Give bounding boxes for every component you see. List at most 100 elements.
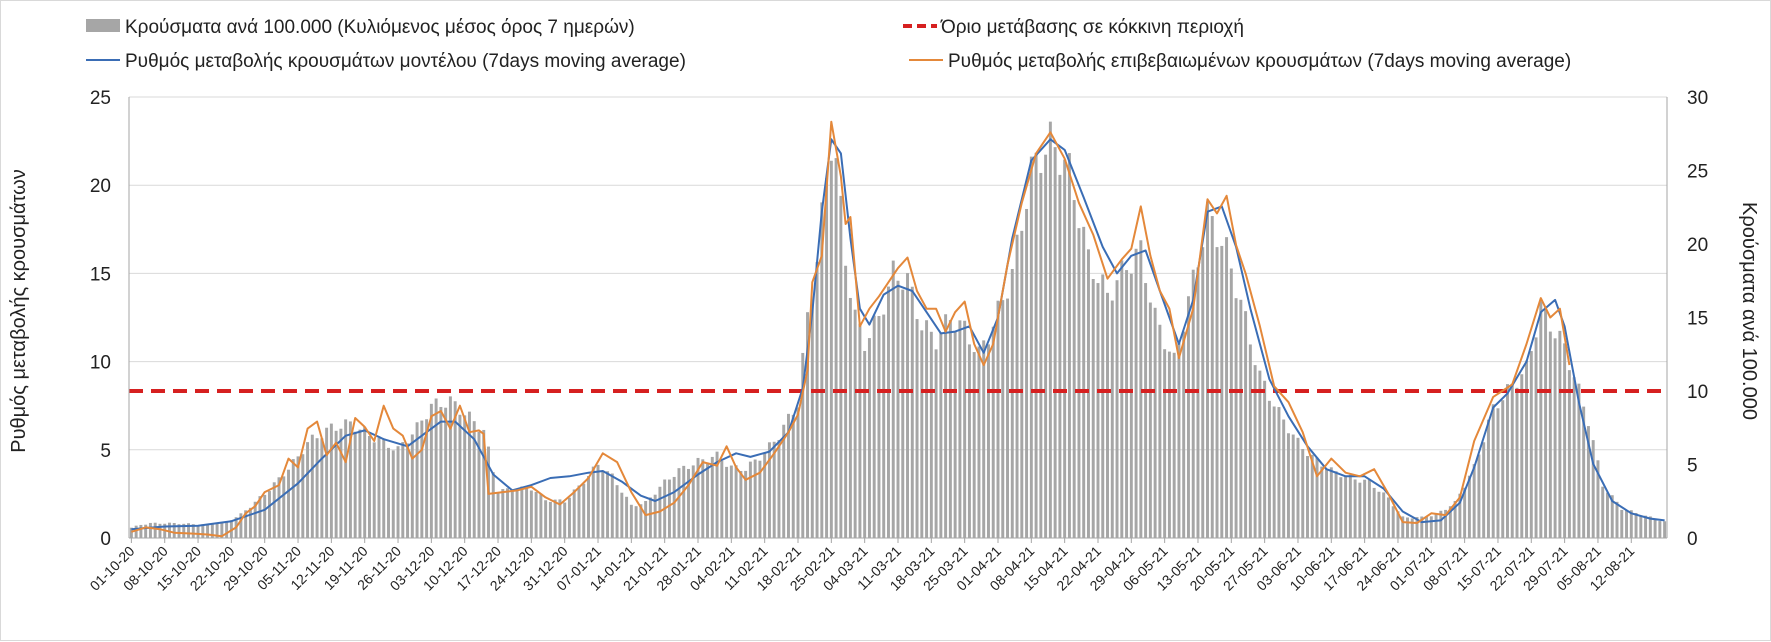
bar <box>1615 501 1619 538</box>
bar <box>982 340 986 538</box>
bar <box>491 472 495 538</box>
bar <box>1015 234 1019 538</box>
bar <box>472 421 476 538</box>
bar <box>167 522 171 538</box>
bar <box>867 338 871 538</box>
bar <box>653 494 657 538</box>
bar <box>939 332 943 538</box>
bar <box>244 510 248 538</box>
bar <box>548 501 552 538</box>
bar <box>796 407 800 538</box>
legend-confirmed-label: Ρυθμός μεταβολής επιβεβαιωμένων κρουσμάτ… <box>948 51 1571 72</box>
bar <box>567 497 571 538</box>
bar <box>258 496 262 538</box>
bar <box>734 465 738 538</box>
bar <box>1658 521 1662 538</box>
bar <box>1567 370 1571 538</box>
bar <box>344 419 348 538</box>
bar <box>215 523 219 538</box>
bar <box>910 286 914 538</box>
bar <box>1348 474 1352 538</box>
bar <box>1334 471 1338 538</box>
bar <box>1244 311 1248 538</box>
bar <box>672 476 676 538</box>
bar <box>1201 247 1205 538</box>
bar <box>1544 306 1548 538</box>
bar <box>1220 245 1224 538</box>
bar <box>1458 493 1462 538</box>
bar <box>1515 387 1519 538</box>
bar <box>1239 299 1243 538</box>
bar <box>1248 344 1252 538</box>
bar <box>1344 476 1348 538</box>
bar <box>1310 454 1314 538</box>
bar <box>1534 337 1538 538</box>
bar <box>858 323 862 538</box>
bar <box>1582 406 1586 538</box>
bar <box>1106 292 1109 538</box>
legend-threshold-label: Όριο μετάβασης σε κόκκινη περιοχή <box>940 17 1244 38</box>
bar <box>1315 457 1319 538</box>
y-right-tick-label: 15 <box>1687 309 1708 330</box>
bar <box>296 456 300 538</box>
bar <box>996 300 1000 538</box>
bar <box>691 465 695 538</box>
y-axis-right-title: Κρούσματα ανά 100.000 <box>1738 202 1760 420</box>
bar <box>367 436 371 538</box>
bar <box>1482 442 1486 538</box>
y-left-tick-label: 15 <box>90 264 111 285</box>
bar <box>1258 370 1262 538</box>
bar <box>1548 331 1552 538</box>
bar <box>1363 479 1367 538</box>
bar <box>710 456 714 538</box>
bar <box>815 262 819 538</box>
bar <box>325 427 329 538</box>
bar <box>229 520 233 538</box>
bar <box>410 434 414 538</box>
bar <box>206 524 210 538</box>
legend-bar-swatch <box>86 19 120 32</box>
bar <box>777 440 781 538</box>
bar <box>1010 268 1014 538</box>
y-left-tick-label: 5 <box>100 441 111 462</box>
bar <box>953 331 957 538</box>
bar <box>1486 419 1490 538</box>
bar <box>706 462 710 538</box>
bar <box>1120 260 1124 538</box>
bar <box>601 471 605 538</box>
bar <box>263 494 267 538</box>
y-right-tick-label: 20 <box>1687 235 1708 256</box>
bar <box>353 431 357 538</box>
y-right-tick-label: 5 <box>1687 456 1698 477</box>
bar <box>606 471 610 538</box>
bar <box>1372 487 1376 538</box>
bar <box>1563 343 1567 538</box>
bar <box>267 491 271 538</box>
y-right-tick-label: 0 <box>1687 529 1698 550</box>
bar <box>425 419 429 538</box>
bar <box>1034 152 1038 538</box>
bar <box>182 523 186 538</box>
bar <box>1501 400 1505 538</box>
bar <box>401 442 405 538</box>
bar <box>315 438 319 538</box>
bar <box>1358 482 1362 538</box>
bar <box>1067 153 1071 539</box>
bar <box>625 496 629 538</box>
bar <box>1225 237 1229 539</box>
bar <box>506 488 510 538</box>
bar <box>287 469 290 538</box>
bar <box>1648 516 1652 538</box>
bar <box>544 500 548 538</box>
bar <box>820 202 824 538</box>
bar <box>767 442 771 538</box>
bar <box>725 466 729 538</box>
bar <box>1039 172 1043 539</box>
bar <box>925 320 929 538</box>
bar <box>1553 338 1557 538</box>
bar <box>496 492 500 538</box>
bar <box>763 453 767 538</box>
bar <box>1391 506 1395 538</box>
bar <box>853 309 857 538</box>
bar <box>372 442 376 538</box>
